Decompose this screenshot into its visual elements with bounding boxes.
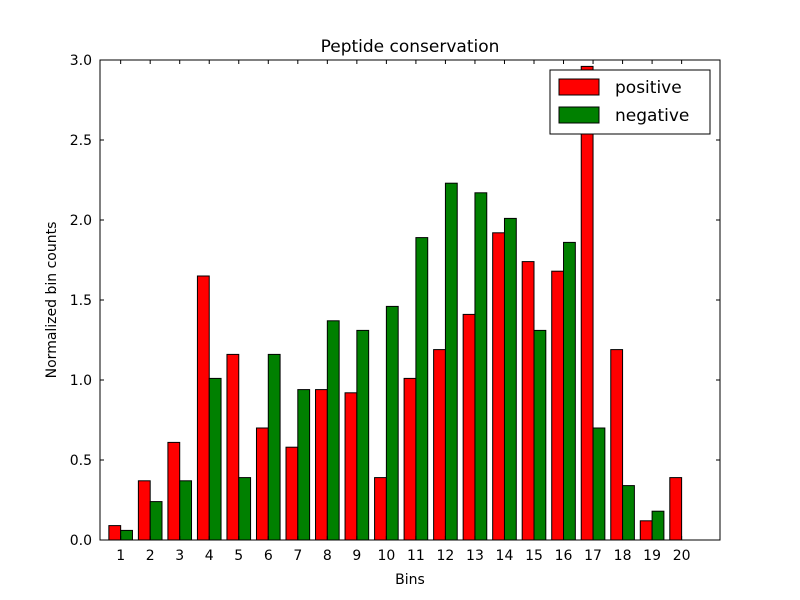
y-tick-label: 1.5 xyxy=(70,293,92,309)
bar-negative-8 xyxy=(326,320,340,541)
bar-positive-10 xyxy=(374,477,387,541)
y-tick-label: 2.5 xyxy=(70,133,92,149)
bar-positive-4 xyxy=(196,275,210,541)
bar-negative-18 xyxy=(622,485,635,541)
bar-negative-14 xyxy=(503,217,517,541)
x-tick-label: 14 xyxy=(496,548,514,564)
bar-positive-2 xyxy=(137,480,151,541)
x-tick-label: 3 xyxy=(175,548,184,564)
y-tick-label: 2.0 xyxy=(70,213,92,229)
bar-positive-3 xyxy=(167,441,181,541)
bar-negative-19 xyxy=(651,510,665,541)
bar-positive-5 xyxy=(226,353,240,541)
x-tick-label: 12 xyxy=(437,548,455,564)
x-tick-label: 20 xyxy=(673,548,691,564)
bar-positive-20 xyxy=(669,477,683,541)
bar-negative-3 xyxy=(179,480,193,541)
x-tick-label: 5 xyxy=(234,548,243,564)
bar-negative-16 xyxy=(563,241,576,541)
bar-positive-9 xyxy=(344,392,358,541)
bar-negative-5 xyxy=(238,477,252,541)
bar-negative-10 xyxy=(385,305,399,541)
bar-positive-8 xyxy=(315,389,328,541)
legend-label-negative: negative xyxy=(615,106,689,126)
y-tick-label: 0.5 xyxy=(70,453,92,469)
x-tick-label: 9 xyxy=(352,548,361,564)
legend: positive negative xyxy=(549,69,711,135)
bar-positive-13 xyxy=(462,313,476,541)
bar-negative-17 xyxy=(592,427,606,541)
bar-negative-13 xyxy=(474,192,488,541)
x-axis-label: Bins xyxy=(395,572,425,588)
y-tick-label: 1.0 xyxy=(70,373,92,389)
axis-ticks: 1 2 3 4 5 6 7 8 9 10 11 12 13 14 15 16 17 18 19 200.00.51.0… xyxy=(70,53,720,564)
legend-swatch-negative xyxy=(558,106,600,124)
x-tick-label: 4 xyxy=(205,548,214,564)
chart-title: Peptide conservation xyxy=(321,37,500,57)
bar-positive-12 xyxy=(433,349,446,541)
bar-positive-6 xyxy=(255,427,269,541)
bar-positive-11 xyxy=(403,377,417,541)
y-axis-label: Normalized bin counts xyxy=(44,222,60,379)
bar-positive-17 xyxy=(580,65,594,541)
bar-positive-19 xyxy=(639,520,653,541)
x-tick-label: 13 xyxy=(466,548,484,564)
bar-positive-1 xyxy=(108,525,122,541)
x-tick-label: 10 xyxy=(377,548,395,564)
bar-negative-4 xyxy=(208,377,222,541)
bar-positive-15 xyxy=(521,261,535,541)
x-tick-label: 6 xyxy=(264,548,273,564)
bar-negative-7 xyxy=(297,389,311,541)
x-tick-label: 17 xyxy=(584,548,602,564)
bar-negative-15 xyxy=(533,329,547,541)
legend-swatch-positive xyxy=(558,78,600,96)
bar-negative-1 xyxy=(120,529,133,541)
legend-label-positive: positive xyxy=(615,78,682,98)
x-tick-label: 18 xyxy=(614,548,632,564)
x-tick-label: 11 xyxy=(407,548,425,564)
bar-positive-14 xyxy=(492,232,505,541)
x-tick-label: 15 xyxy=(525,548,543,564)
bar-positive-16 xyxy=(551,270,565,541)
bar-negative-6 xyxy=(267,353,281,541)
bar-positive-7 xyxy=(285,446,299,541)
bar-negative-11 xyxy=(415,237,429,541)
y-tick-label: 0.0 xyxy=(70,533,92,549)
bar-positive-18 xyxy=(610,349,624,541)
x-tick-label: 16 xyxy=(555,548,573,564)
x-tick-label: 2 xyxy=(146,548,155,564)
x-tick-label: 1 xyxy=(116,548,125,564)
bar-negative-9 xyxy=(356,329,370,541)
x-tick-label: 19 xyxy=(643,548,661,564)
bar-negative-12 xyxy=(444,182,458,541)
x-tick-label: 8 xyxy=(323,548,332,564)
y-tick-label: 3.0 xyxy=(70,53,92,69)
x-tick-label: 7 xyxy=(293,548,302,564)
bar-negative-2 xyxy=(149,501,163,541)
